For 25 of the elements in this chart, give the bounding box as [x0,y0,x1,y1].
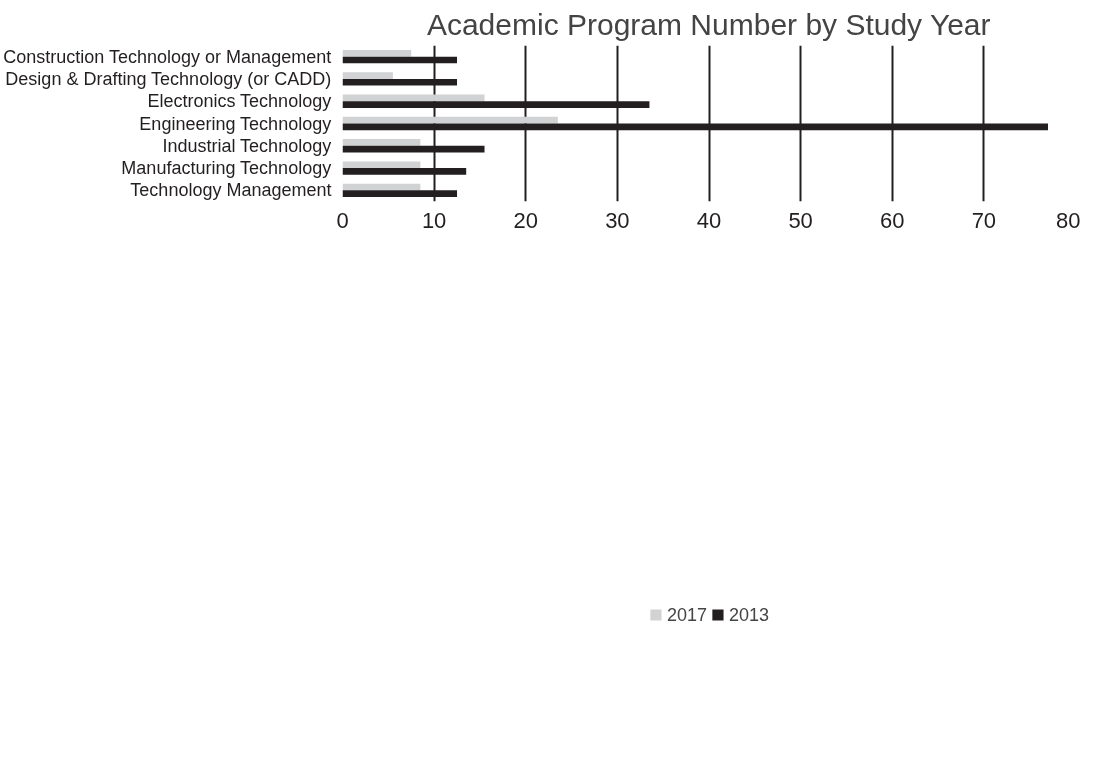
x-tick-label: 80 [1056,207,1081,233]
y-tick-label: Industrial Technology [162,135,332,156]
y-tick-label: Engineering Technology [139,113,332,134]
legend-label: 2013 [729,604,770,626]
x-tick-label: 40 [696,207,722,233]
y-tick-label: Design & Drafting Technology (or CADD) [5,68,332,89]
y-tick-label: Technology Management [130,180,332,201]
x-tick-label: 30 [605,207,630,233]
x-tick-label: 20 [513,207,538,233]
bar [342,161,421,169]
bar [342,49,412,57]
legend-label: 2017 [666,604,707,626]
x-tick-label: 70 [971,207,997,233]
x-tick-label: 60 [880,207,905,233]
bar [342,116,558,124]
y-tick-label: Construction Technology or Management [3,46,332,67]
x-tick-label: 10 [421,207,447,233]
y-tick-label: Electronics Technology [147,91,332,112]
y-tick-label: Manufacturing Technology [121,158,332,179]
bar [342,72,393,79]
bar [342,139,421,146]
bar [342,94,485,102]
chart-title: Academic Program Number by Study Year [426,7,991,41]
x-tick-label: 0 [336,207,349,233]
x-tick-label: 50 [788,207,813,233]
